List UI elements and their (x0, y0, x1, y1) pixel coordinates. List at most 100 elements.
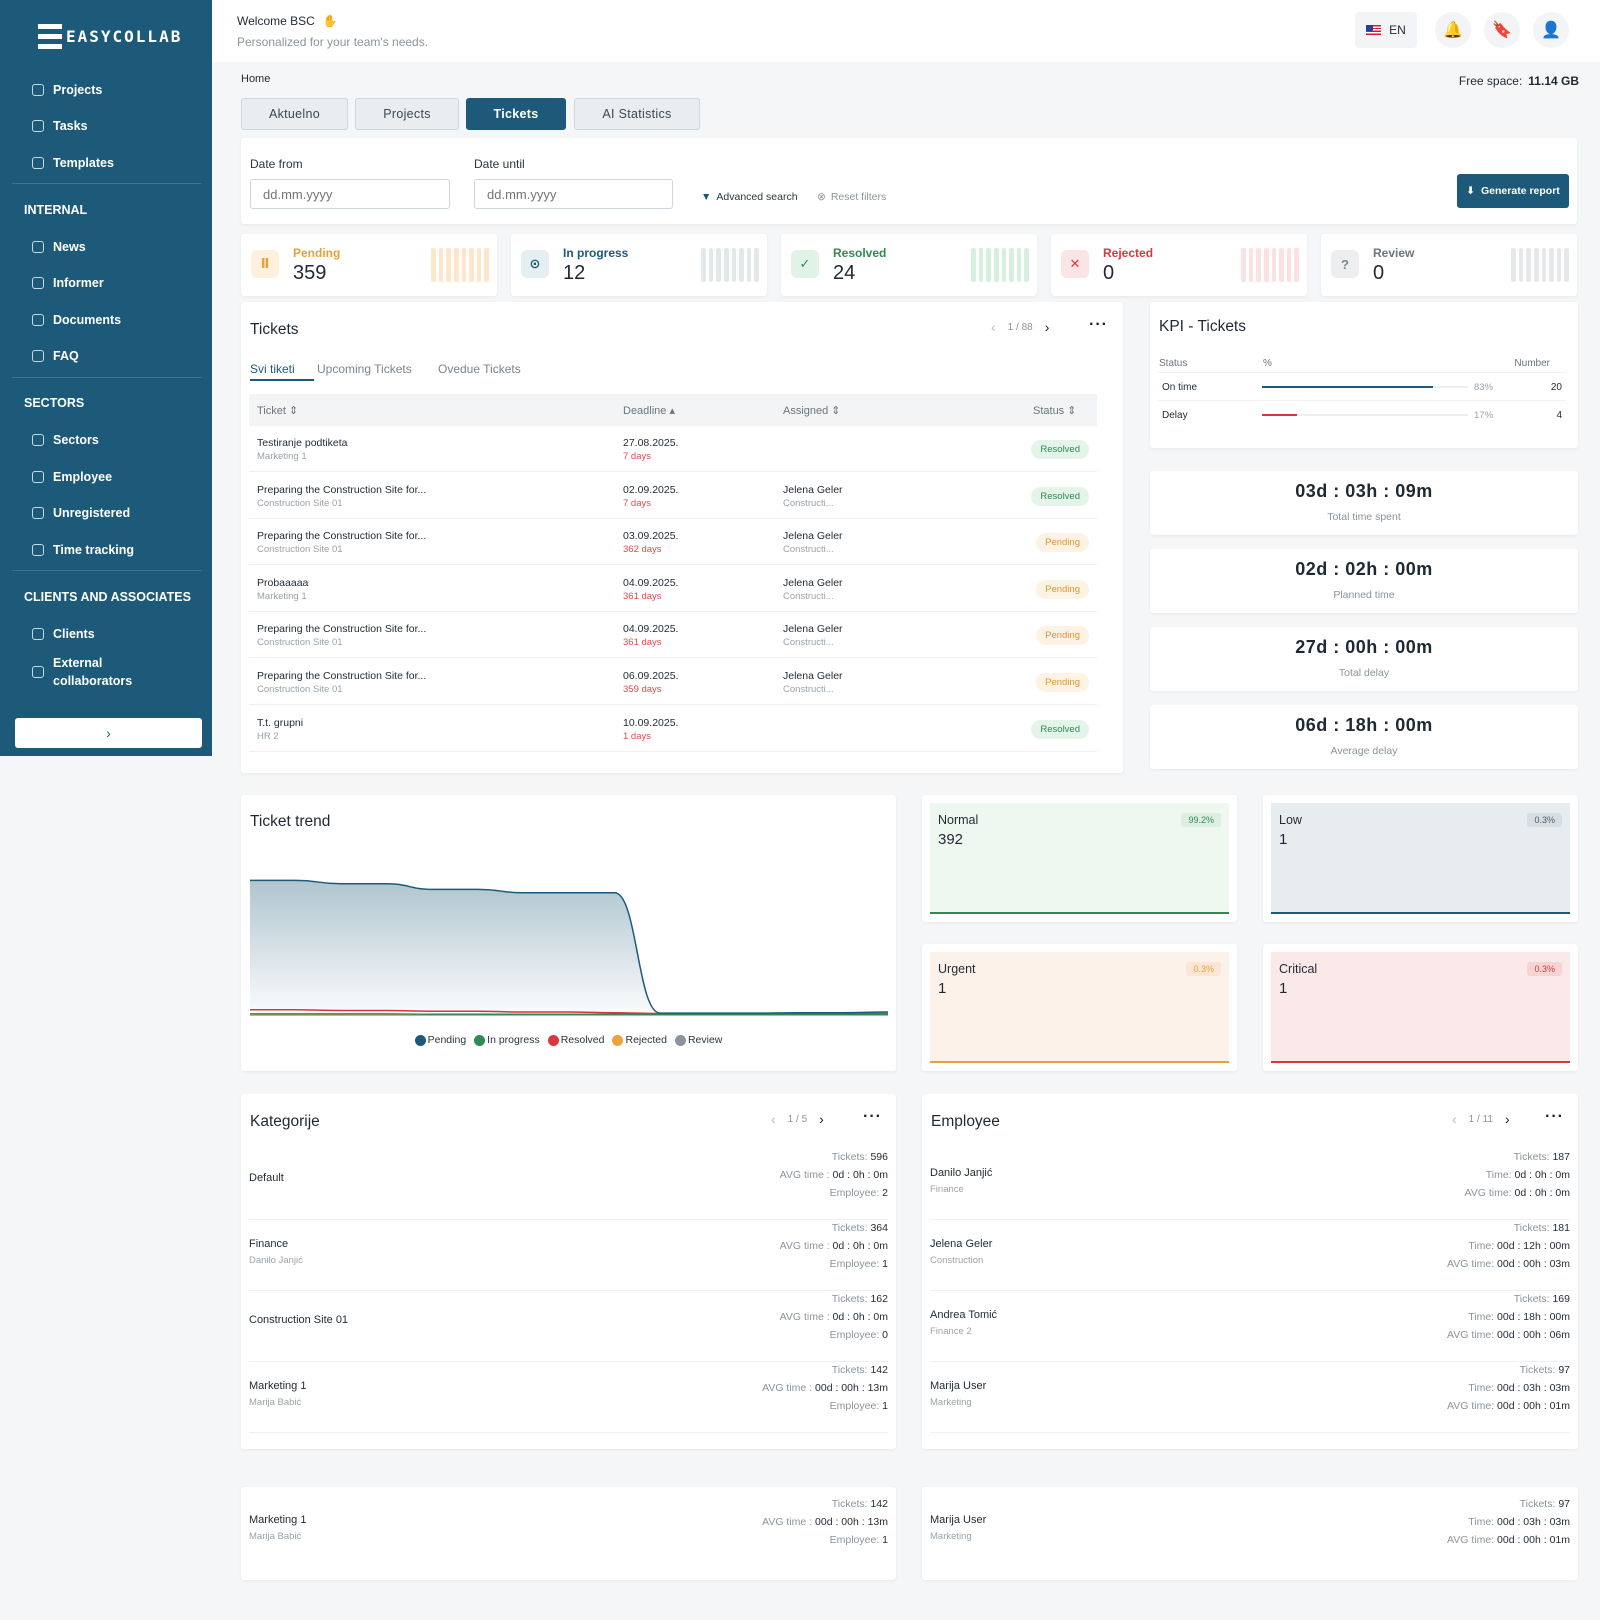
employee-row[interactable]: Marija User Marketing Tickets: 97 Time: 00d… (930, 1497, 1570, 1567)
priority-card-normal[interactable]: Normal 392 99.2% (922, 795, 1237, 922)
legend-item[interactable]: Rejected (612, 1034, 667, 1046)
col-assigned[interactable]: Assigned ⇕ (783, 405, 841, 417)
category-owner: Danilo Janjić (249, 1255, 303, 1266)
sidebar-item-sectors[interactable]: Sectors (32, 433, 99, 447)
sidebar-item-clients[interactable]: Clients (32, 627, 95, 641)
legend-item[interactable]: Pending (414, 1034, 466, 1046)
more-icon[interactable]: ··· (863, 1108, 882, 1125)
chevron-left-icon[interactable]: ‹ (991, 319, 996, 335)
table-row[interactable]: Preparing the Construction Site for... Co… (249, 519, 1097, 566)
tab-aktuelno[interactable]: Aktuelno (241, 98, 348, 130)
subtab-overdue[interactable]: Ovedue Tickets (438, 362, 521, 376)
ticket-deadline: 02.09.2025. (623, 483, 679, 496)
stat-line-employee: Employee: 2 (829, 1187, 888, 1199)
bookmarks-button[interactable]: 🔖 (1484, 12, 1520, 48)
advanced-search-link[interactable]: ▼ Advanced search (701, 191, 798, 203)
sidebar-item-external-collaborators[interactable]: External collaborators (32, 654, 162, 690)
kpi-progress-track (1262, 414, 1468, 416)
stat-rejected[interactable]: ✕ Rejected 0 (1051, 234, 1307, 296)
legend-item[interactable]: Review (674, 1034, 722, 1046)
series-line-pending (250, 879, 888, 1014)
logo[interactable]: EASYCOLLAB (38, 24, 182, 49)
sidebar-item-unregistered[interactable]: Unregistered (32, 506, 130, 520)
stat-line-time: Time: 00d : 12h : 00m (1468, 1240, 1570, 1252)
table-row[interactable]: Preparing the Construction Site for... Co… (249, 659, 1097, 705)
ticket-days: 362 days (623, 544, 662, 556)
kpi-status: Delay (1162, 410, 1188, 421)
table-row[interactable]: Preparing the Construction Site for... Co… (249, 612, 1097, 659)
category-row[interactable]: Marketing 1 Marija Babić Tickets: 142 AVG t… (249, 1363, 888, 1433)
sidebar-item-news[interactable]: News (32, 240, 86, 254)
more-icon[interactable]: ··· (1089, 316, 1108, 333)
sidebar-item-templates[interactable]: Templates (32, 156, 114, 170)
employee-row[interactable]: Andrea Tomić Finance 2 Tickets: 169 Time: 0… (930, 1292, 1570, 1362)
notifications-button[interactable]: 🔔 (1435, 12, 1471, 48)
stat-resolved[interactable]: ✓ Resolved 24 (781, 234, 1037, 296)
stripes-decoration (971, 248, 1029, 282)
collapse-button[interactable]: › (15, 718, 202, 748)
sidebar-item-time-tracking[interactable]: Time tracking (32, 543, 134, 557)
generate-report-button[interactable]: ⬇ Generate report (1457, 174, 1569, 208)
stat-line-tickets: Tickets: 142 (831, 1498, 888, 1510)
category-name: Default (249, 1172, 284, 1184)
category-row[interactable]: Marketing 1 Marija Babić Tickets: 142 AVG t… (249, 1497, 888, 1567)
sidebar-item-documents[interactable]: Documents (32, 313, 121, 327)
col-ticket[interactable]: Ticket ⇕ (257, 405, 299, 417)
chevron-right-icon[interactable]: › (1504, 1111, 1510, 1127)
legend-item[interactable]: In progress (474, 1034, 540, 1046)
category-row[interactable]: Default Tickets: 596 AVG time : 0d : 0h : … (249, 1150, 888, 1220)
reset-filters-link[interactable]: ⊗ Reset filters (817, 191, 887, 203)
chevron-left-icon[interactable]: ‹ (771, 1111, 776, 1127)
more-icon[interactable]: ··· (1545, 1108, 1564, 1125)
sidebar-item-faq[interactable]: FAQ (32, 349, 79, 363)
sidebar-item-tasks[interactable]: Tasks (32, 119, 88, 133)
filter-bar: Date from Date until ▼Advanced search ⊗R… (241, 138, 1577, 224)
subtab-svi-tiketi[interactable]: Svi tiketi (250, 362, 295, 376)
category-row[interactable]: Construction Site 01 Tickets: 162 AVG time… (249, 1292, 888, 1362)
x-circle-icon: ✕ (1061, 250, 1089, 278)
stat-in-progress[interactable]: ⊙ In progress 12 (511, 234, 767, 296)
col-deadline[interactable]: Deadline ▴ (623, 405, 675, 417)
priority-card-urgent[interactable]: Urgent 1 0.3% (922, 944, 1237, 1071)
legend-item[interactable]: Resolved (547, 1034, 604, 1046)
priority-panel: Low 1 0.3% (1271, 803, 1570, 914)
priority-card-critical[interactable]: Critical 1 0.3% (1263, 944, 1578, 1071)
table-row[interactable]: Preparing the Construction Site for... Co… (249, 473, 1097, 519)
phone-icon (32, 666, 44, 678)
table-row[interactable]: Testiranje podtiketa Marketing 1 27.08.202… (249, 426, 1097, 472)
category-stats: Tickets: 142 AVG time : 00d : 00h : 13m Em… (762, 1495, 888, 1549)
sidebar-item-informer[interactable]: Informer (32, 276, 104, 290)
date-until-input[interactable] (474, 179, 673, 209)
ticket-days: 1 days (623, 730, 651, 742)
tab-projects[interactable]: Projects (355, 98, 459, 130)
table-row[interactable]: T.t. grupni HR 2 10.09.2025. 1 days Resolved (249, 706, 1097, 752)
ticket-name: Testiranje podtiketa (257, 437, 348, 449)
ticket-deadline: 03.09.2025. (623, 530, 679, 543)
kpi-progress-fill (1262, 386, 1433, 388)
tab-ai-statistics[interactable]: AI Statistics (574, 98, 700, 130)
categories-pager: ‹ 1 / 5 › (771, 1111, 824, 1127)
subtab-upcoming[interactable]: Upcoming Tickets (317, 362, 412, 376)
chevron-right-icon[interactable]: › (1044, 319, 1050, 335)
chevron-right-icon[interactable]: › (819, 1111, 824, 1127)
date-from-input[interactable] (250, 179, 450, 209)
col-status[interactable]: Status ⇕ (1033, 405, 1077, 417)
sidebar-item-projects[interactable]: Projects (32, 83, 102, 97)
stat-pending[interactable]: Ⅱ Pending 359 (241, 234, 497, 296)
employee-row[interactable]: Danilo Janjić Finance Tickets: 187 Time: 0d… (930, 1150, 1570, 1220)
priority-card-low[interactable]: Low 1 0.3% (1263, 795, 1578, 922)
stat-review[interactable]: ? Review 0 (1321, 234, 1577, 296)
table-row[interactable]: Probaaaaa Marketing 1 04.09.2025. 361 days J… (249, 566, 1097, 612)
user-button[interactable]: 👤 (1533, 12, 1569, 48)
check-circle-icon: ✓ (791, 250, 819, 278)
tab-tickets[interactable]: Tickets (466, 98, 566, 130)
sidebar-item-employee[interactable]: Employee (32, 470, 112, 484)
kpi-col-status: Status (1159, 358, 1188, 369)
chevron-left-icon[interactable]: ‹ (1452, 1111, 1457, 1127)
employee-row[interactable]: Jelena Geler Construction Tickets: 181 Time… (930, 1221, 1570, 1291)
category-row[interactable]: Finance Danilo Janjić Tickets: 364 AVG time… (249, 1221, 888, 1291)
language-selector[interactable]: EN (1355, 12, 1417, 48)
employee-row[interactable]: Marija User Marketing Tickets: 97 Time: 00d… (930, 1363, 1570, 1433)
priority-panel: Critical 1 0.3% (1271, 952, 1570, 1063)
breadcrumb[interactable]: Home (241, 73, 271, 85)
